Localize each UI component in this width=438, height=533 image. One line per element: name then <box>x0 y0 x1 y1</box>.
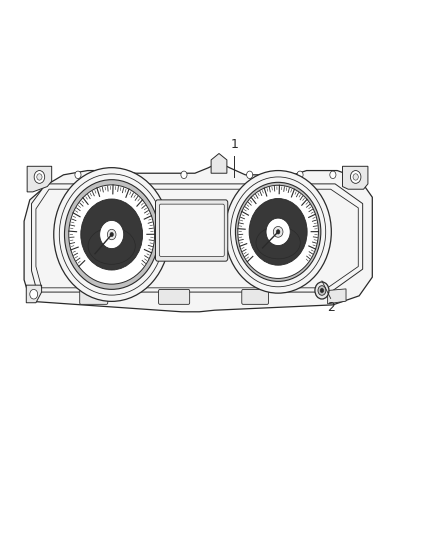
Ellipse shape <box>54 168 170 301</box>
Ellipse shape <box>256 227 300 259</box>
Circle shape <box>75 171 81 179</box>
Polygon shape <box>211 154 227 173</box>
Polygon shape <box>328 289 346 304</box>
Polygon shape <box>24 163 372 312</box>
Circle shape <box>34 171 45 183</box>
Circle shape <box>247 171 253 179</box>
Ellipse shape <box>69 185 155 284</box>
Circle shape <box>37 174 42 180</box>
Circle shape <box>126 171 132 179</box>
Circle shape <box>318 286 326 295</box>
Text: 1: 1 <box>230 138 238 151</box>
Circle shape <box>350 171 361 183</box>
FancyBboxPatch shape <box>155 200 228 261</box>
Ellipse shape <box>238 185 318 278</box>
Ellipse shape <box>100 221 124 248</box>
FancyBboxPatch shape <box>80 289 108 304</box>
Polygon shape <box>32 184 363 292</box>
Text: 2: 2 <box>327 301 335 314</box>
FancyBboxPatch shape <box>159 289 190 304</box>
Circle shape <box>297 171 303 179</box>
Polygon shape <box>343 166 368 189</box>
Circle shape <box>320 288 324 293</box>
Ellipse shape <box>273 227 283 237</box>
Ellipse shape <box>266 218 290 246</box>
Circle shape <box>315 282 329 299</box>
Ellipse shape <box>59 174 164 295</box>
FancyBboxPatch shape <box>242 289 268 304</box>
Ellipse shape <box>249 198 307 265</box>
Circle shape <box>110 232 113 237</box>
Ellipse shape <box>88 228 135 264</box>
Ellipse shape <box>64 180 159 289</box>
Circle shape <box>276 230 280 234</box>
Circle shape <box>330 171 336 179</box>
Ellipse shape <box>225 171 331 293</box>
Polygon shape <box>26 285 42 303</box>
Circle shape <box>181 171 187 179</box>
Ellipse shape <box>230 177 326 287</box>
Polygon shape <box>27 166 52 192</box>
Ellipse shape <box>81 199 143 270</box>
Circle shape <box>30 289 38 299</box>
Ellipse shape <box>235 182 321 281</box>
Circle shape <box>353 174 358 180</box>
Ellipse shape <box>107 229 116 240</box>
FancyBboxPatch shape <box>159 204 224 256</box>
